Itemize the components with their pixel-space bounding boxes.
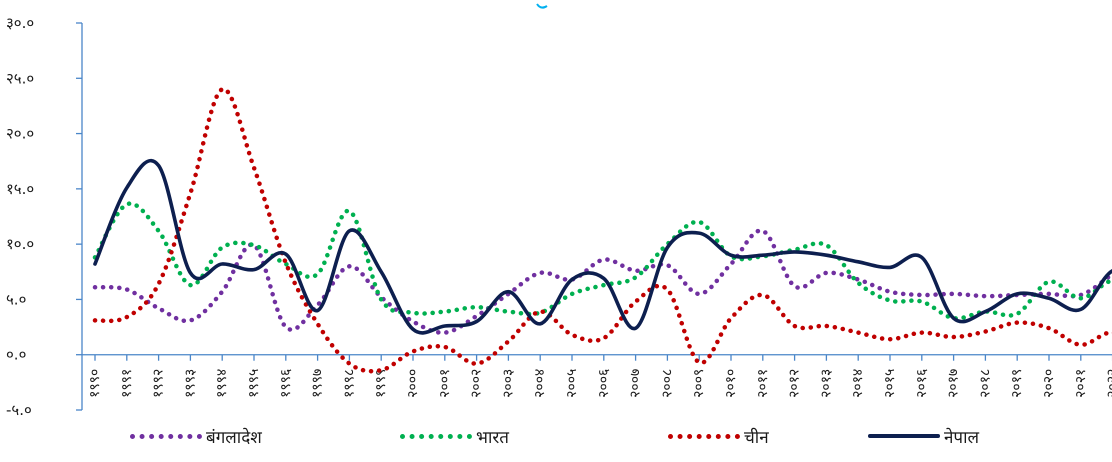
y-axis: -५.० ०.० ५.० १०.० १५.० २०.० २५.० ३०.० (6, 14, 83, 419)
y-tick-label: २०.० (6, 125, 34, 143)
x-tick-label: २०१७ (946, 369, 962, 398)
legend-item-nepal: नेपाल (868, 418, 979, 454)
x-tick-label: २०१९ (1009, 369, 1025, 398)
x-tick-label: २००६ (596, 369, 612, 398)
x-tick-label: १९९४ (214, 369, 230, 398)
x-tick-label: २०१६ (914, 369, 930, 398)
y-tick-label: ०.० (6, 346, 26, 364)
x-tick-label: १९९२ (151, 369, 167, 398)
x-tick-label: १९९० (87, 369, 103, 398)
legend-label-nepal: नेपाल (944, 427, 980, 448)
x-tick-label: २००१ (437, 369, 453, 398)
series-layer (92, 87, 1112, 374)
x-tick-label: २०१४ (850, 369, 866, 398)
x-tick-label: १९९९ (373, 369, 389, 398)
x-tick-label: २००८ (659, 369, 675, 398)
x-tick-label: २००३ (500, 369, 516, 398)
x-tick-label: २००० (405, 369, 421, 398)
series-line-india (92, 201, 1112, 321)
y-tick-label: ५.० (6, 290, 26, 308)
y-tick-label: १५.० (6, 180, 34, 198)
x-tick-label: २००२ (469, 369, 485, 398)
legend-swatch-india (400, 433, 472, 439)
x-tick-label: २००९ (691, 369, 707, 398)
legend-label-china: चीन (744, 427, 769, 448)
x-tick-label: २०२० (1041, 369, 1057, 398)
legend-swatch-bangladesh (130, 433, 202, 439)
title-fragment (536, 3, 548, 9)
y-tick-label: १०.० (6, 235, 34, 253)
legend: बंगलादेश भारत चीन नेपाल (0, 418, 1112, 454)
x-tick-label: १९९६ (278, 369, 294, 398)
x-tick-label: १९९३ (182, 369, 198, 398)
y-tick-label: -५.० (6, 401, 32, 419)
legend-item-china: चीन (668, 418, 769, 454)
series-line-nepal (93, 158, 1112, 335)
x-tick-label: २००४ (532, 369, 548, 398)
x-tick-label: १९९१ (119, 369, 135, 398)
x-tick-label: २०१५ (882, 369, 898, 398)
x-tick-label: २०२२ (1105, 369, 1112, 398)
legend-label-bangladesh: बंगलादेश (206, 427, 262, 448)
legend-item-india: भारत (400, 418, 509, 454)
x-tick-label: २०१२ (787, 369, 803, 398)
legend-swatch-china (668, 433, 740, 439)
x-tick-label: २००५ (564, 369, 580, 398)
x-tick-label: २०१८ (977, 369, 993, 398)
legend-label-india: भारत (476, 427, 509, 448)
legend-item-bangladesh: बंगलादेश (130, 418, 262, 454)
x-tick-label: २०२१ (1073, 369, 1089, 398)
x-tick-label: १९९८ (341, 369, 357, 398)
x-tick-label: २०१० (723, 369, 739, 398)
x-tick-label: २००७ (628, 369, 644, 398)
x-tick-label: २०१३ (818, 369, 834, 398)
x-tick-label: १९९५ (246, 369, 262, 398)
y-tick-label: २५.० (6, 69, 34, 87)
x-axis: १९९० १९९१ १९९२ १९९३ १९९४ १९९५ १९९६ १९९७ १९९८ १९९९… (82, 354, 1112, 398)
y-tick-label: ३०.० (6, 14, 34, 32)
legend-swatch-nepal (868, 434, 940, 438)
series-line-china (92, 87, 1112, 374)
x-tick-label: १९९७ (310, 369, 326, 398)
x-tick-label: २०११ (755, 369, 771, 398)
series-line-bangladesh (92, 228, 1112, 335)
title-fragment-mark (536, 3, 548, 9)
